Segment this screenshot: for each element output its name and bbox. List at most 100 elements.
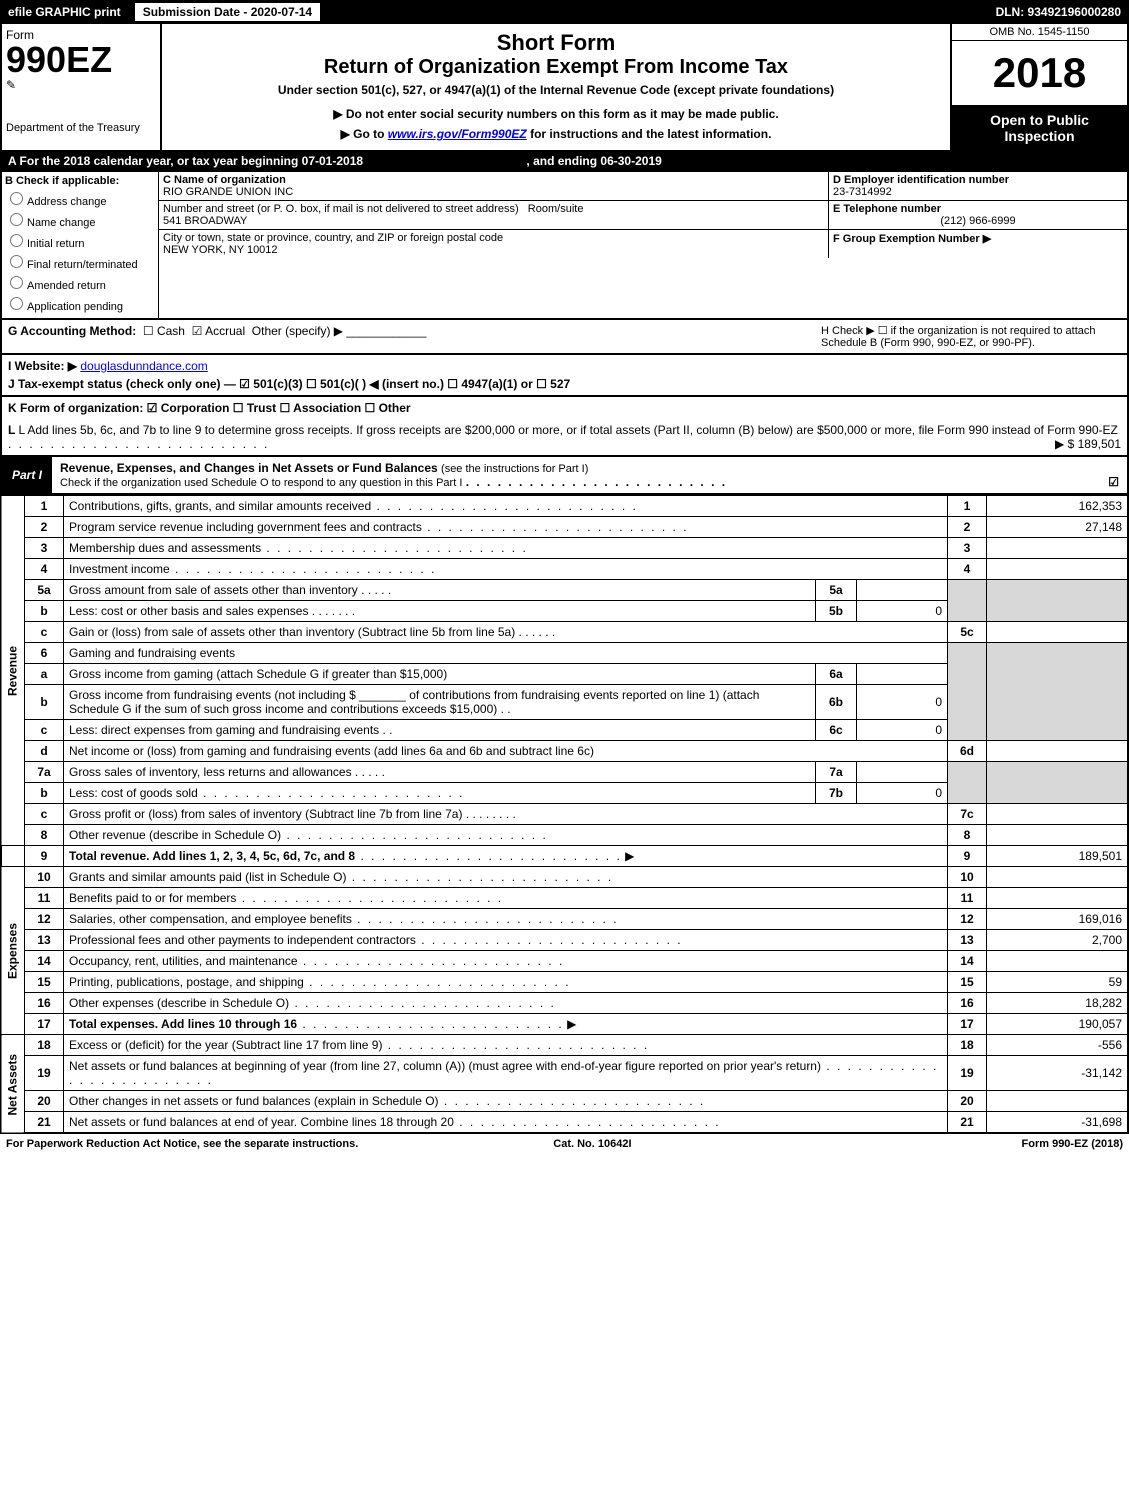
b-header: B Check if applicable: <box>5 175 155 187</box>
period-row: A For the 2018 calendar year, or tax yea… <box>0 152 1129 172</box>
g-other[interactable]: Other (specify) ▶ <box>252 324 343 338</box>
short-form-title: Short Form <box>168 30 944 56</box>
line-21: 21 Net assets or fund balances at end of… <box>1 1112 1128 1134</box>
header-center: Short Form Return of Organization Exempt… <box>162 24 950 150</box>
dln: DLN: 93492196000280 <box>996 5 1129 19</box>
footer-right: Form 990-EZ (2018) <box>1022 1138 1123 1150</box>
org-name: RIO GRANDE UNION INC <box>163 186 293 198</box>
treasury-icon: ✎ <box>6 78 156 92</box>
opt-name-change[interactable]: Name change <box>5 210 155 229</box>
city-label: City or town, state or province, country… <box>163 232 503 244</box>
line-13: 13 Professional fees and other payments … <box>1 930 1128 951</box>
line-10: Expenses 10 Grants and similar amounts p… <box>1 867 1128 888</box>
col-b: B Check if applicable: Address change Na… <box>2 172 159 318</box>
line-5a: 5a Gross amount from sale of assets othe… <box>1 580 1128 601</box>
irs-link[interactable]: www.irs.gov/Form990EZ <box>388 127 527 141</box>
public-notice: ▶ Do not enter social security numbers o… <box>168 107 944 121</box>
g-accrual[interactable]: Accrual <box>205 324 245 338</box>
k-label: K Form of organization: ☑ Corporation ☐ … <box>8 401 411 415</box>
tax-year: 2018 <box>952 41 1127 106</box>
dept-label: Department of the Treasury <box>6 122 156 134</box>
line-16: 16 Other expenses (describe in Schedule … <box>1 993 1128 1014</box>
go-to-link-row: ▶ Go to www.irs.gov/Form990EZ for instru… <box>168 127 944 141</box>
e-label: E Telephone number <box>833 203 941 215</box>
efile-label: efile GRAPHIC print <box>0 5 129 19</box>
section-revenue: Revenue <box>1 496 25 846</box>
period-end: , and ending 06-30-2019 <box>526 154 661 168</box>
city: NEW YORK, NY 10012 <box>163 244 278 256</box>
form-number: 990EZ <box>6 42 156 78</box>
section-netassets: Net Assets <box>1 1035 25 1134</box>
line-5c: c Gain or (loss) from sale of assets oth… <box>1 622 1128 643</box>
under-section: Under section 501(c), 527, or 4947(a)(1)… <box>168 83 944 97</box>
line-18: Net Assets 18 Excess or (deficit) for th… <box>1 1035 1128 1056</box>
l-text: L Add lines 5b, 6c, and 7b to line 9 to … <box>18 423 1117 437</box>
part1-header: Part I Revenue, Expenses, and Changes in… <box>0 457 1129 495</box>
opt-amended-return[interactable]: Amended return <box>5 273 155 292</box>
submission-date: Submission Date - 2020-07-14 <box>133 1 322 23</box>
opt-initial-return[interactable]: Initial return <box>5 231 155 250</box>
ij-rows: I Website: ▶ douglasdunndance.com J Tax-… <box>0 355 1129 397</box>
opt-address-change[interactable]: Address change <box>5 189 155 208</box>
opt-application-pending[interactable]: Application pending <box>5 294 155 313</box>
part1-title: Revenue, Expenses, and Changes in Net As… <box>60 461 438 475</box>
col-cd: C Name of organization RIO GRANDE UNION … <box>159 172 1127 318</box>
link-suffix: for instructions and the latest informat… <box>530 127 771 141</box>
header-right: OMB No. 1545-1150 2018 Open to Public In… <box>950 24 1127 150</box>
line-8: 8 Other revenue (describe in Schedule O)… <box>1 825 1128 846</box>
info-block: B Check if applicable: Address change Na… <box>0 172 1129 320</box>
c-label: C Name of organization <box>163 174 286 186</box>
f-label: F Group Exemption Number ▶ <box>833 233 991 245</box>
line-12: 12 Salaries, other compensation, and emp… <box>1 909 1128 930</box>
g-label: G Accounting Method: <box>8 324 136 338</box>
line-9: 9 Total revenue. Add lines 1, 2, 3, 4, 5… <box>1 846 1128 867</box>
line-20: 20 Other changes in net assets or fund b… <box>1 1091 1128 1112</box>
line-15: 15 Printing, publications, postage, and … <box>1 972 1128 993</box>
lines-table: Revenue 1 Contributions, gifts, grants, … <box>0 495 1129 1134</box>
opt-final-return[interactable]: Final return/terminated <box>5 252 155 271</box>
k-row: K Form of organization: ☑ Corporation ☐ … <box>0 397 1129 419</box>
l-val: ▶ $ 189,501 <box>1055 437 1121 451</box>
line-7a: 7a Gross sales of inventory, less return… <box>1 762 1128 783</box>
d-label: D Employer identification number <box>833 174 1009 186</box>
part1-check-text: Check if the organization used Schedule … <box>60 477 462 489</box>
line-14: 14 Occupancy, rent, utilities, and maint… <box>1 951 1128 972</box>
top-bar: efile GRAPHIC print Submission Date - 20… <box>0 0 1129 24</box>
omb-no: OMB No. 1545-1150 <box>952 24 1127 41</box>
j-label: J Tax-exempt status (check only one) — ☑… <box>8 377 570 391</box>
line-2: 2 Program service revenue including gove… <box>1 517 1128 538</box>
street: 541 BROADWAY <box>163 215 247 227</box>
open-public: Open to Public Inspection <box>952 106 1127 150</box>
l-row: L L Add lines 5b, 6c, and 7b to line 9 t… <box>0 419 1129 457</box>
period-a: A For the 2018 calendar year, or tax yea… <box>8 154 363 168</box>
g-cash[interactable]: Cash <box>157 324 185 338</box>
line-3: 3 Membership dues and assessments 3 <box>1 538 1128 559</box>
part1-title-sub: (see the instructions for Part I) <box>441 463 588 475</box>
part1-checked: ☑ <box>1108 475 1119 489</box>
ein: 23-7314992 <box>833 186 892 198</box>
website-link[interactable]: douglasdunndance.com <box>80 359 207 373</box>
footer-cat: Cat. No. 10642I <box>553 1138 631 1150</box>
g-row: G Accounting Method: ☐ Cash ☑ Accrual Ot… <box>0 320 1129 355</box>
line-11: 11 Benefits paid to or for members 11 <box>1 888 1128 909</box>
i-label: I Website: ▶ <box>8 359 77 373</box>
return-title: Return of Organization Exempt From Incom… <box>168 56 944 79</box>
line-6d: d Net income or (loss) from gaming and f… <box>1 741 1128 762</box>
line-1: Revenue 1 Contributions, gifts, grants, … <box>1 496 1128 517</box>
link-prefix: ▶ Go to <box>341 127 388 141</box>
phone: (212) 966-6999 <box>833 215 1123 227</box>
header-left: Form 990EZ ✎ Department of the Treasury <box>2 24 162 150</box>
part1-tag: Part I <box>2 464 52 486</box>
form-header: Form 990EZ ✎ Department of the Treasury … <box>0 24 1129 152</box>
street-label: Number and street (or P. O. box, if mail… <box>163 203 519 215</box>
footer-left: For Paperwork Reduction Act Notice, see … <box>6 1138 358 1150</box>
line-17: 17 Total expenses. Add lines 10 through … <box>1 1014 1128 1035</box>
section-expenses: Expenses <box>1 867 25 1035</box>
footer: For Paperwork Reduction Act Notice, see … <box>0 1134 1129 1154</box>
line-6: 6 Gaming and fundraising events <box>1 643 1128 664</box>
room-label: Room/suite <box>528 203 584 215</box>
h-text: H Check ▶ ☐ if the organization is not r… <box>821 324 1121 349</box>
line-19: 19 Net assets or fund balances at beginn… <box>1 1056 1128 1091</box>
line-4: 4 Investment income 4 <box>1 559 1128 580</box>
line-7c: c Gross profit or (loss) from sales of i… <box>1 804 1128 825</box>
